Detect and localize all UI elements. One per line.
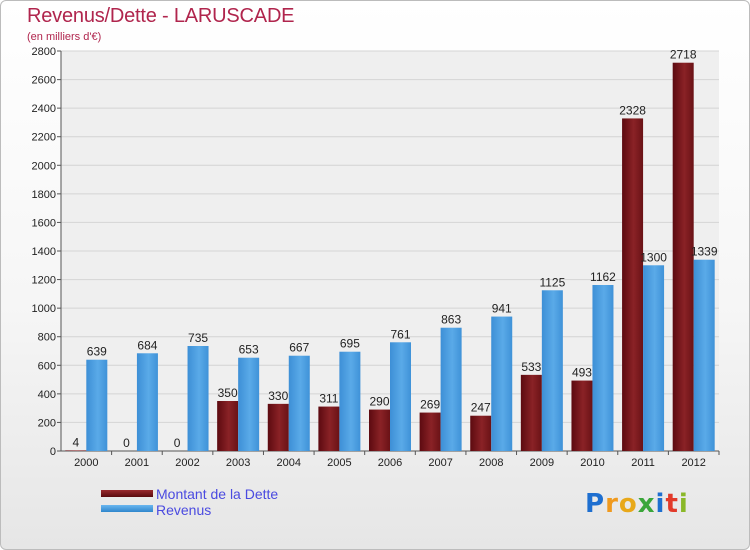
data-label-revenus: 684 [137,338,157,352]
x-tick-label: 2008 [479,457,503,469]
data-label-dette: 290 [369,395,389,409]
x-tick-label: 2010 [580,457,604,469]
bar-dette [217,401,239,451]
bar-revenus [288,355,310,451]
data-label-dette: 311 [319,392,338,406]
data-label-dette: 269 [420,398,440,412]
logo-letter: r [605,489,619,519]
proxiti-logo: Proxiti [585,489,689,519]
x-tick-label: 2001 [125,457,149,469]
data-label-dette: 4 [72,435,79,449]
bar-revenus [187,346,209,451]
data-label-revenus: 1300 [640,250,667,264]
chart-title: Revenus/Dette - LARUSCADE [27,5,295,27]
logo-letter: i [678,489,689,519]
y-tick-label: 400 [38,389,56,401]
data-label-dette: 533 [521,360,541,374]
bar-revenus [541,290,563,451]
data-label-revenus: 653 [239,343,259,357]
bar-revenus [491,316,513,451]
bar-dette [419,412,441,451]
data-label-dette: 493 [572,366,592,380]
bar-revenus [86,359,108,451]
chart-subtitle: (en milliers d'€) [27,31,102,43]
logo-letter: t [665,489,679,519]
data-label-dette: 350 [218,386,238,400]
y-tick-label: 2800 [32,46,56,58]
bar-revenus [592,285,614,451]
bar-dette [672,62,694,451]
y-tick-label: 600 [38,360,56,372]
bar-revenus [390,342,411,451]
bar-revenus [238,357,260,451]
data-label-revenus: 639 [87,345,107,359]
data-label-revenus: 863 [441,313,461,327]
y-tick-label: 1600 [32,217,56,229]
data-label-revenus: 761 [390,327,410,341]
logo-letter: x [637,489,656,519]
x-tick-label: 2007 [428,457,452,469]
y-tick-label: 1400 [32,246,56,258]
bar-dette [520,374,542,451]
bar-dette [571,380,593,451]
data-label-revenus: 941 [492,302,512,316]
bar-dette [622,118,644,451]
bar-revenus [136,353,158,451]
x-tick-label: 2002 [175,457,199,469]
y-tick-label: 1000 [32,303,56,315]
x-tick-label: 2011 [631,457,655,469]
data-label-dette: 247 [471,401,491,415]
x-tick-label: 2009 [530,457,554,469]
x-tick-label: 2000 [74,457,98,469]
x-tick-label: 2003 [226,457,250,469]
data-label-revenus: 667 [289,341,309,355]
data-label-revenus: 1162 [590,270,616,284]
bar-dette [65,450,87,451]
logo-letter: o [618,489,638,519]
x-tick-label: 2004 [277,457,301,469]
bar-dette [267,403,289,451]
bar-dette [318,406,340,451]
y-tick-label: 2400 [32,103,56,115]
x-tick-label: 2006 [378,457,402,469]
legend-label-revenus: Revenus [156,502,212,518]
x-tick-label: 2012 [681,457,705,469]
bar-revenus [643,265,665,451]
logo-letter: i [655,489,666,519]
data-label-revenus: 735 [188,331,208,345]
legend-label-dette: Montant de la Dette [156,486,279,502]
y-tick-label: 1800 [32,189,56,201]
y-tick-label: 200 [38,417,56,429]
y-tick-label: 1200 [32,275,56,287]
data-label-dette: 2328 [619,103,646,117]
data-label-revenus: 1339 [691,245,718,259]
data-label-revenus: 1125 [539,275,565,289]
logo-letter: P [585,489,606,519]
y-tick-label: 0 [50,446,56,458]
bar-revenus [339,351,361,451]
bar-dette [369,409,390,451]
x-tick-label: 2005 [327,457,351,469]
bar-revenus [693,259,715,451]
bar-revenus [440,327,462,451]
y-tick-label: 2200 [32,132,56,144]
legend-swatch-dette [101,490,153,497]
bar-dette [470,415,492,451]
data-label-revenus: 695 [340,337,360,351]
y-tick-label: 800 [38,332,56,344]
y-tick-label: 2600 [32,75,56,87]
data-label-dette: 330 [268,389,288,403]
data-label-dette: 0 [123,436,130,450]
legend-swatch-revenus [101,505,153,512]
data-label-dette: 0 [174,436,181,450]
data-label-dette: 2718 [670,48,697,62]
y-tick-label: 2000 [32,160,56,172]
